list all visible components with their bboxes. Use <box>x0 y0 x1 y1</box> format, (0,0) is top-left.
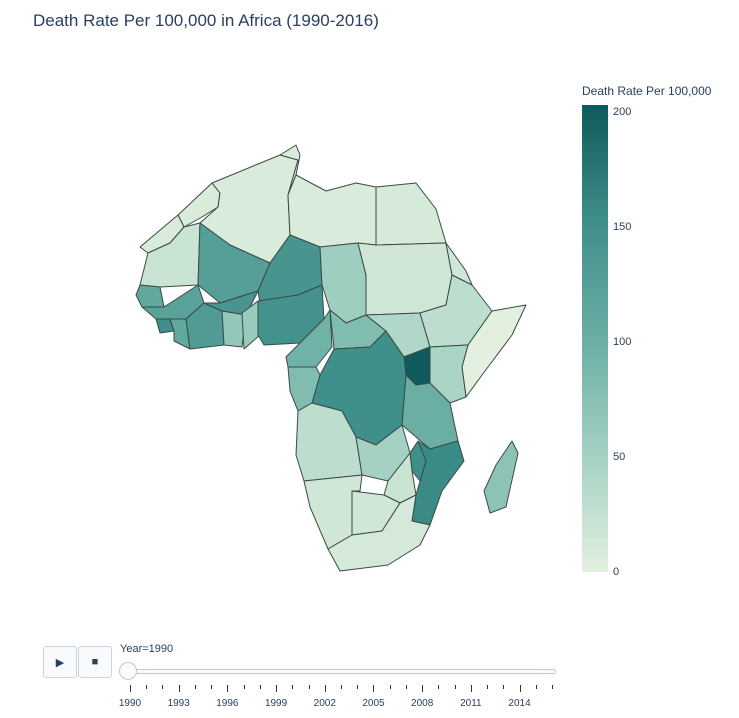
region-sudan[interactable] <box>357 242 453 316</box>
colorbar-tick-label: 50 <box>613 451 626 463</box>
chart-title: Death Rate Per 100,000 in Africa (1990-2… <box>33 11 379 30</box>
slider-tick <box>308 685 310 689</box>
colorbar-title: Death Rate Per 100,000 <box>582 84 712 98</box>
slider-tick-label: 2005 <box>362 698 385 709</box>
slider-current-value: Year=1990 <box>120 643 174 655</box>
slider-tick-label: 2008 <box>411 698 434 709</box>
slider-tick <box>211 685 213 689</box>
region-mozambique[interactable] <box>411 440 465 526</box>
region-ghana[interactable] <box>221 310 247 348</box>
slider-tick <box>519 685 521 692</box>
region-chad[interactable] <box>319 242 367 324</box>
slider-tick-label: 1999 <box>264 698 288 709</box>
stop-button[interactable]: ■ <box>78 646 112 678</box>
colorbar-tick-label: 150 <box>613 221 632 233</box>
slider-tick-label: 1990 <box>118 698 142 709</box>
slider-tick <box>130 685 131 692</box>
slider-ticks: 1990 1993 1996 1999 2002 2005 2008 2011 2014 <box>0 685 739 715</box>
slider-tick-label: 2011 <box>460 698 482 709</box>
slider-tick <box>292 685 294 689</box>
slider-tick <box>162 685 164 689</box>
region-egypt[interactable] <box>375 182 447 246</box>
slider-tick <box>405 685 407 689</box>
slider-tick <box>357 685 359 689</box>
slider-tick <box>422 685 424 692</box>
region-madagascar[interactable] <box>483 440 519 514</box>
slider-tick <box>178 685 180 692</box>
region-senegal[interactable] <box>135 284 165 308</box>
slider-tick <box>341 685 342 689</box>
slider-tick <box>146 685 148 689</box>
colorbar-tick-label: 200 <box>613 106 632 118</box>
colorbar-tick-label: 100 <box>613 336 632 348</box>
region-burkina-faso[interactable] <box>203 290 259 316</box>
play-button[interactable]: ▶ <box>43 646 77 678</box>
slider-tick <box>276 685 278 692</box>
region-libya[interactable] <box>287 174 377 248</box>
slider-tick-label: 2014 <box>508 698 531 709</box>
slider-tick <box>227 685 229 692</box>
slider-tick-label: 1993 <box>167 698 190 709</box>
region-tanzania[interactable] <box>401 374 459 450</box>
year-slider-track[interactable] <box>120 669 556 674</box>
choropleth-svg[interactable] <box>120 135 540 575</box>
region-south-africa[interactable] <box>327 494 431 572</box>
slider-tick <box>389 685 391 689</box>
slider-tick-label: 2002 <box>313 698 336 709</box>
year-slider-handle[interactable] <box>119 662 137 680</box>
slider-tick <box>552 685 553 689</box>
colorbar <box>582 105 608 572</box>
slider-tick <box>503 685 505 689</box>
slider-tick <box>324 685 326 692</box>
slider-tick <box>194 685 196 689</box>
region-cameroon[interactable] <box>285 309 333 368</box>
slider-tick <box>373 685 375 692</box>
slider-tick <box>470 685 472 692</box>
slider-tick <box>535 685 537 689</box>
slider-tick <box>438 685 440 689</box>
africa-map[interactable] <box>120 135 540 575</box>
play-icon: ▶ <box>55 656 65 669</box>
stop-icon: ■ <box>91 656 99 668</box>
region-liberia[interactable] <box>169 318 191 350</box>
slider-tick-label: 1996 <box>216 698 239 709</box>
slider-tick <box>454 685 456 689</box>
slider-tick <box>259 685 261 689</box>
colorbar-tick-label: 0 <box>613 566 620 578</box>
slider-tick <box>487 685 489 689</box>
slider-tick <box>243 685 245 689</box>
